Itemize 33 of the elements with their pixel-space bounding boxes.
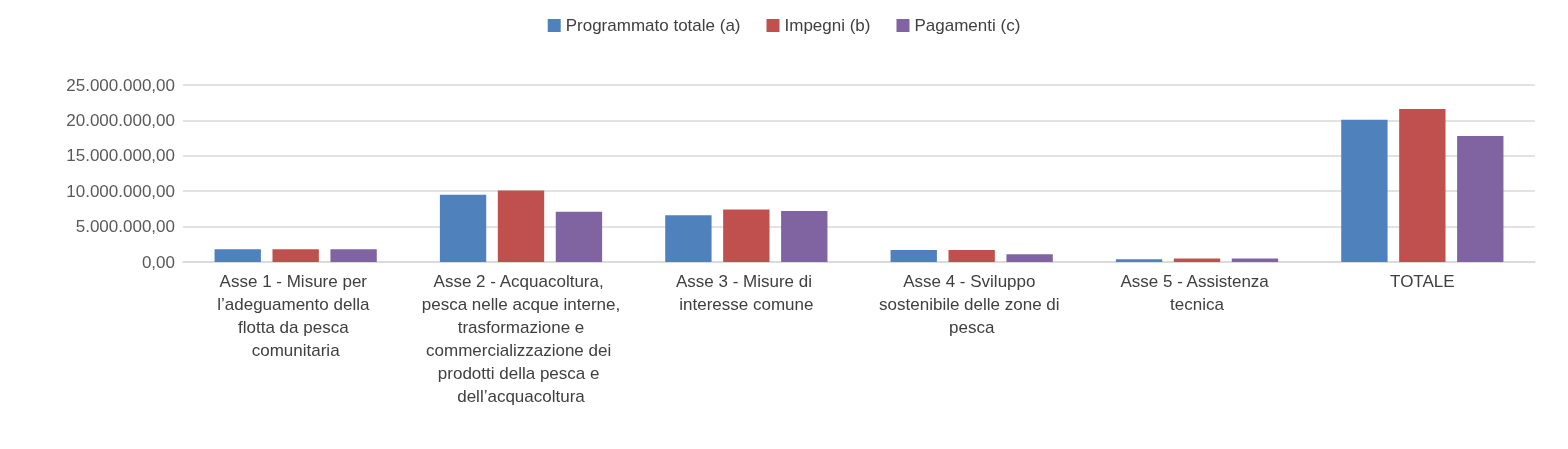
bar — [1173, 258, 1221, 262]
bar — [555, 211, 603, 262]
x-tick-label: Asse 3 - Misure di interesse comune — [675, 272, 817, 314]
bar — [439, 194, 487, 262]
x-tick-label: Asse 2 - Acquacoltura, pesca nelle acque interne, trasformazione e commercializzazione dei prodotti della pesca e dell’acquacoltura — [421, 272, 621, 406]
bar — [1115, 259, 1163, 262]
x-tick-label: Asse 1 - Misure per l’adeguamento della flotta da pesca comunitaria — [217, 272, 375, 360]
bar — [272, 249, 319, 262]
bar — [1457, 135, 1504, 262]
bar — [890, 249, 937, 262]
bar — [1231, 258, 1279, 262]
bar — [497, 190, 545, 262]
x-tick-label: TOTALE — [1390, 272, 1455, 291]
bar — [948, 249, 995, 262]
bar — [781, 211, 828, 262]
legend-label: Pagamenti (c) — [914, 16, 1021, 35]
bar — [1341, 119, 1388, 262]
y-tick-label: 15.000.000,00 — [66, 146, 175, 166]
y-tick-label: 10.000.000,00 — [66, 181, 175, 201]
x-tick-label: Asse 5 - Assistenza tecnica — [1120, 272, 1274, 314]
bar — [723, 209, 770, 262]
bar — [1399, 109, 1446, 262]
bar — [214, 249, 261, 262]
bar — [1006, 254, 1053, 262]
y-tick-label: 25.000.000,00 — [66, 75, 175, 95]
bar — [330, 249, 377, 262]
x-tick-label: Asse 4 - Sviluppo sostenibile delle zone di pesca — [879, 272, 1065, 337]
bar — [665, 215, 712, 262]
legend-label: Impegni (b) — [784, 16, 871, 35]
y-tick-label: 0,00 — [141, 252, 175, 272]
y-tick-label: 20.000.000,00 — [66, 110, 175, 130]
y-tick-label: 5.000.000,00 — [75, 217, 175, 237]
legend-label: Programmato totale (a) — [565, 16, 741, 35]
